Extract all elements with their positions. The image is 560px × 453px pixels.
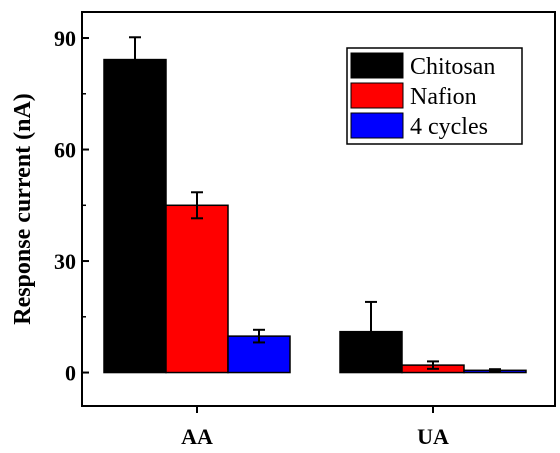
y-axis: 0 30 60 90	[54, 26, 89, 386]
y-tick-label: 90	[54, 26, 76, 51]
plot-frame	[81, 11, 556, 407]
legend: Chitosan Nafion 4 cycles	[346, 47, 523, 145]
error-bar	[129, 36, 141, 83]
legend-label: Nafion	[410, 84, 477, 110]
legend-swatch	[350, 82, 404, 109]
y-tick-label: 30	[54, 249, 76, 274]
x-tick-label: UA	[417, 424, 449, 449]
error-bars-layer	[129, 36, 501, 373]
error-bar	[365, 300, 377, 363]
error-bar	[253, 328, 265, 344]
legend-label: Chitosan	[410, 54, 495, 80]
legend-swatch	[350, 112, 404, 139]
error-bar	[427, 360, 439, 370]
error-bar	[191, 191, 203, 220]
y-axis-title: Response current (nA)	[10, 93, 36, 325]
y-tick-label: 0	[65, 361, 76, 386]
x-tick-label: AA	[181, 424, 213, 449]
x-axis: AA UA	[181, 406, 449, 449]
y-tick-label: 60	[54, 138, 76, 163]
bar-aa-chitosan	[103, 58, 167, 374]
error-bar	[489, 368, 501, 373]
legend-label: 4 cycles	[410, 114, 488, 140]
legend-swatch	[350, 52, 404, 79]
bar-aa-nafion	[165, 204, 229, 374]
